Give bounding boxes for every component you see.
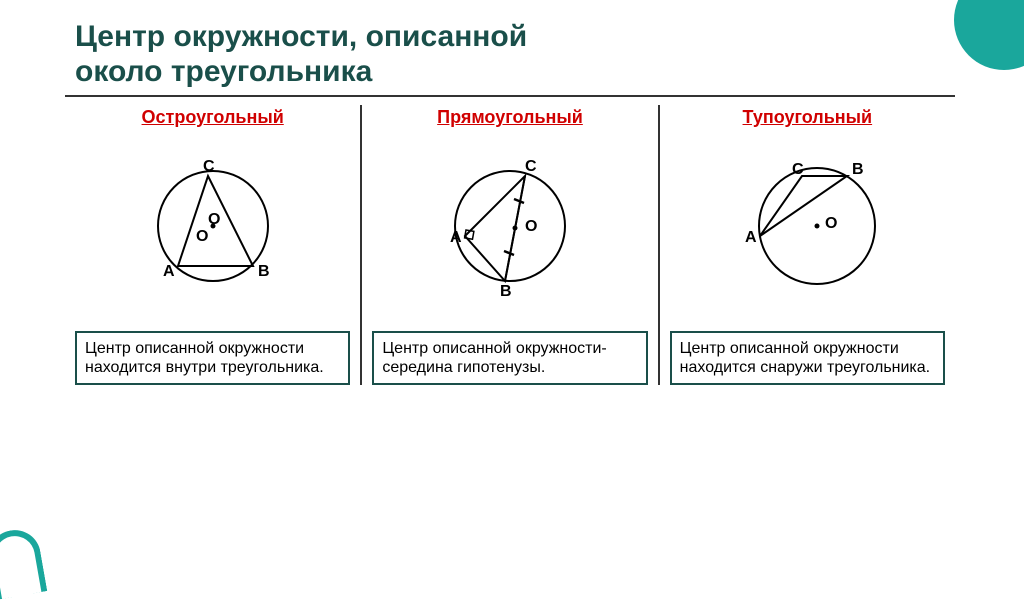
column-obtuse: Тупоугольный C B A O Центр описанной окружн… (658, 105, 955, 385)
svg-text:O: O (525, 218, 537, 235)
svg-text:C: C (525, 158, 537, 175)
diagram-obtuse: C B A O (670, 136, 945, 311)
subhead-right: Прямоугольный (372, 107, 647, 128)
desc-obtuse: Центр описанной окружности находится сна… (670, 331, 945, 385)
svg-text:A: A (163, 263, 175, 280)
column-right: Прямоугольный C A B O Центр описанной окруж… (360, 105, 657, 385)
columns-container: Остроугольный CABOО Центр описанной окру… (65, 105, 955, 385)
subhead-obtuse: Тупоугольный (670, 107, 945, 128)
decor-bottom-shape (0, 526, 47, 600)
slide-content: Центр окружности, описанной около треуго… (65, 10, 955, 385)
diagram-acute: C A B OО (75, 136, 350, 311)
svg-text:O: O (208, 211, 220, 228)
svg-text:B: B (852, 161, 864, 178)
svg-text:C: C (792, 161, 804, 178)
title-line-1: Центр окружности, описанной (75, 20, 527, 53)
svg-text:O: O (825, 215, 837, 232)
svg-right: C A B O (410, 136, 610, 311)
svg-text:A: A (450, 229, 462, 246)
diagram-right: C A B O (372, 136, 647, 311)
svg-acute: C A B OО (113, 136, 313, 311)
svg-text:A: A (745, 229, 757, 246)
page-title: Центр окружности, описанной около треуго… (75, 20, 955, 89)
desc-right: Центр описанной окружности- середина гип… (372, 331, 647, 385)
decor-corner-circle (954, 0, 1024, 70)
svg-text:B: B (258, 263, 270, 280)
svg-text:C: C (203, 158, 215, 175)
desc-acute: Центр описанной окружности находится вну… (75, 331, 350, 385)
svg-obtuse: C B A O (707, 136, 907, 311)
subhead-acute: Остроугольный (75, 107, 350, 128)
svg-text:О: О (196, 228, 208, 245)
svg-text:B: B (500, 283, 512, 300)
column-acute: Остроугольный C A B OО Центр описанной окру… (65, 105, 360, 385)
title-rule (65, 95, 955, 97)
title-line-2: около треугольника (75, 55, 372, 88)
